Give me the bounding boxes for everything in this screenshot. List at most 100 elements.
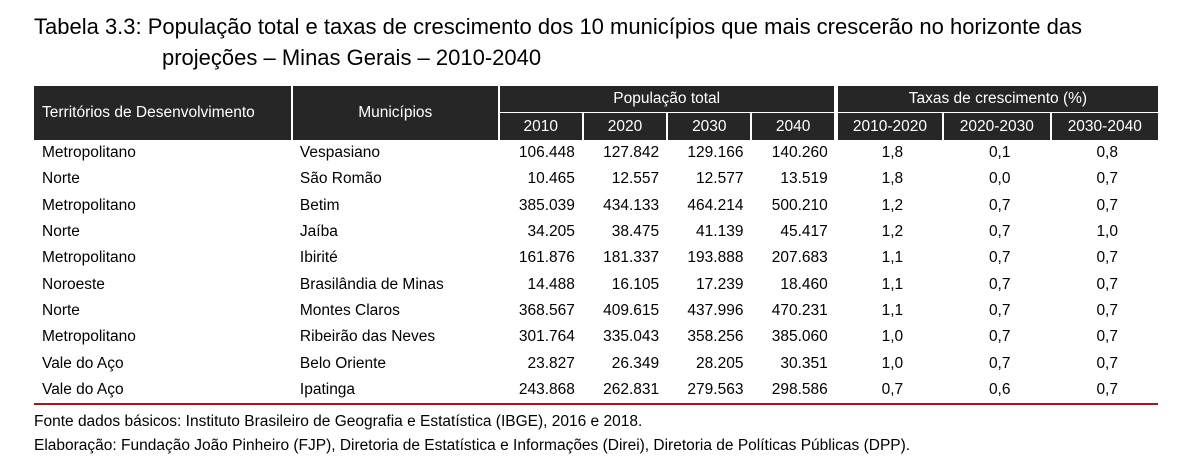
cell-taxa: 0,7 xyxy=(988,223,1011,241)
cell-taxa: 0,6 xyxy=(943,376,1051,405)
cell-municipio: Ipatinga xyxy=(291,376,499,405)
header-territorios: Territórios de Desenvolvimento xyxy=(34,86,292,140)
table-row: Metropolitano Betim 385.039 434.133 464.214 5… xyxy=(34,193,1158,219)
cell-populacao: 28.205 xyxy=(696,354,744,372)
cell-populacao: 129.166 xyxy=(687,144,744,162)
cell-territorio: Metropolitano xyxy=(42,249,136,267)
cell-taxa: 0,7 xyxy=(1096,301,1118,319)
cell-taxa: 0,7 xyxy=(988,249,1011,267)
cell-territorio: Noroeste xyxy=(42,275,105,293)
cell-taxa: 1,8 xyxy=(881,144,904,162)
cell-populacao: 243.868 xyxy=(498,376,583,405)
cell-municipio: Montes Claros xyxy=(299,301,400,319)
population-table: Territórios de Desenvolvimento Município… xyxy=(34,86,1158,405)
table-row: Metropolitano Vespasiano 106.448 127.842 129… xyxy=(34,140,1158,166)
cell-populacao: 17.239 xyxy=(696,275,744,293)
cell-municipio: Jaíba xyxy=(299,223,338,241)
cell-populacao: 500.210 xyxy=(771,196,828,214)
table-row: Vale do Aço Ipatinga 243.868 262.831 279.563… xyxy=(34,376,1158,405)
cell-populacao: 14.488 xyxy=(527,275,575,293)
cell-taxa: 0,7 xyxy=(1096,275,1118,293)
cell-taxa: 0,7 xyxy=(1096,196,1118,214)
cell-populacao: 16.105 xyxy=(611,275,660,293)
cell-municipio: Brasilândia de Minas xyxy=(299,275,444,293)
cell-populacao: 358.256 xyxy=(687,328,744,346)
cell-populacao: 181.337 xyxy=(603,249,660,267)
cell-taxa: 0,7 xyxy=(988,354,1011,372)
cell-municipio: Vespasiano xyxy=(299,144,381,162)
header-populacao-total: População total xyxy=(497,86,836,113)
cell-populacao: 409.615 xyxy=(603,301,660,319)
cell-populacao: 298.586 xyxy=(751,376,836,405)
cell-populacao: 385.060 xyxy=(771,328,828,346)
cell-populacao: 301.764 xyxy=(518,328,575,346)
cell-municipio: Ibirité xyxy=(299,249,338,267)
cell-populacao: 13.519 xyxy=(780,170,828,188)
table-row: Vale do Aço Belo Oriente 23.827 26.349 28.20… xyxy=(34,350,1158,376)
header-year-2030: 2030 xyxy=(666,112,752,140)
cell-taxa: 1,0 xyxy=(1096,223,1118,241)
cell-populacao: 207.683 xyxy=(771,249,828,267)
cell-taxa: 1,2 xyxy=(881,223,904,241)
cell-populacao: 127.842 xyxy=(603,144,660,162)
cell-taxa: 1,8 xyxy=(881,170,904,188)
cell-populacao: 335.043 xyxy=(603,328,660,346)
cell-taxa: 0,7 xyxy=(1096,354,1118,372)
header-year-2020: 2020 xyxy=(581,112,668,140)
cell-populacao: 279.563 xyxy=(667,376,752,405)
cell-taxa: 1,0 xyxy=(881,328,904,346)
header-taxas-crescimento: Taxas de crescimento (%) xyxy=(833,86,1158,113)
cell-populacao: 140.260 xyxy=(771,144,828,162)
cell-populacao: 38.475 xyxy=(611,223,660,241)
cell-territorio: Norte xyxy=(42,301,80,319)
cell-taxa: 0,7 xyxy=(988,328,1011,346)
cell-populacao: 34.205 xyxy=(527,223,575,241)
table-title-line-1: Tabela 3.3: População total e taxas de c… xyxy=(34,14,1083,39)
cell-populacao: 106.448 xyxy=(518,144,575,162)
cell-municipio: São Romão xyxy=(299,170,382,188)
header-period-2020-2030: 2020-2030 xyxy=(942,112,1051,140)
cell-populacao: 193.888 xyxy=(687,249,744,267)
cell-taxa: 1,1 xyxy=(881,301,904,319)
cell-taxa: 1,1 xyxy=(881,275,904,293)
cell-populacao: 470.231 xyxy=(771,301,828,319)
cell-municipio: Ribeirão das Neves xyxy=(299,328,436,346)
header-year-2010: 2010 xyxy=(497,112,583,140)
header-period-2030-2040: 2030-2040 xyxy=(1049,112,1158,140)
cell-populacao: 161.876 xyxy=(518,249,575,267)
cell-territorio: Metropolitano xyxy=(42,328,136,346)
cell-populacao: 18.460 xyxy=(780,275,828,293)
cell-territorio: Metropolitano xyxy=(42,144,136,162)
table-row: Noroeste Brasilândia de Minas 14.488 16.105… xyxy=(34,271,1158,297)
table-notes: Fonte dados básicos: Instituto Brasileir… xyxy=(34,410,910,458)
cell-populacao: 437.996 xyxy=(687,301,744,319)
cell-taxa: 0,7 xyxy=(1096,170,1118,188)
table-row: Norte Montes Claros 368.567 409.615 437.996 4… xyxy=(34,298,1158,324)
cell-taxa: 0,7 xyxy=(1096,249,1118,267)
cell-populacao: 23.827 xyxy=(527,354,575,372)
cell-territorio: Vale do Aço xyxy=(34,376,292,405)
cell-populacao: 262.831 xyxy=(582,376,668,405)
cell-taxa: 0,7 xyxy=(988,301,1011,319)
cell-populacao: 26.349 xyxy=(611,354,660,372)
cell-populacao: 12.577 xyxy=(696,170,744,188)
header-municipios: Municípios xyxy=(290,86,499,140)
cell-municipio: Belo Oriente xyxy=(299,354,387,372)
cell-taxa: 0,8 xyxy=(1096,144,1118,162)
table-row: Metropolitano Ibirité 161.876 181.337 193.88… xyxy=(34,245,1158,271)
cell-taxa: 0,7 xyxy=(988,275,1011,293)
cell-populacao: 12.557 xyxy=(611,170,660,188)
cell-territorio: Norte xyxy=(42,170,80,188)
elaboration-note: Elaboração: Fundação João Pinheiro (FJP)… xyxy=(34,437,911,454)
header-period-2010-2020: 2010-2020 xyxy=(833,112,944,140)
cell-populacao: 464.214 xyxy=(687,196,744,214)
cell-taxa: 0,1 xyxy=(988,144,1011,162)
cell-populacao: 10.465 xyxy=(527,170,575,188)
table-header: Territórios de Desenvolvimento Município… xyxy=(34,86,1158,140)
cell-populacao: 30.351 xyxy=(780,354,828,372)
cell-taxa: 0,7 xyxy=(1050,376,1158,405)
cell-taxa: 1,1 xyxy=(881,249,904,267)
cell-territorio: Norte xyxy=(42,223,80,241)
source-note: Fonte dados básicos: Instituto Brasileir… xyxy=(34,413,643,430)
table-row: Metropolitano Ribeirão das Neves 301.764 33… xyxy=(34,324,1158,350)
